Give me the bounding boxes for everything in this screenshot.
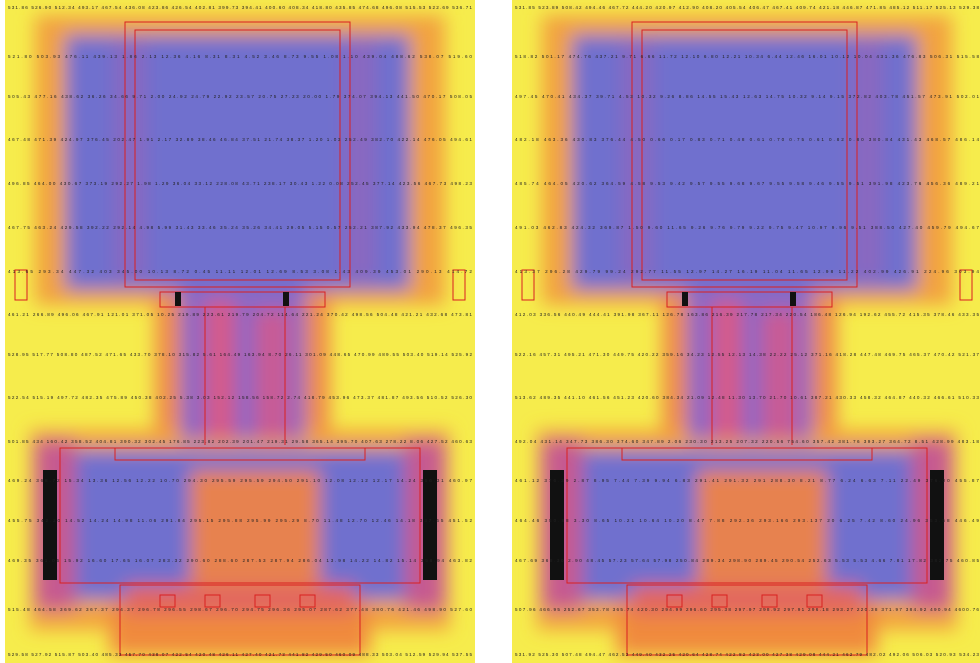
- reading-row: 412.03 336.56 440.49 444.41 391.98 367.1…: [515, 312, 979, 317]
- reading-row: 461.21 266.89 496.06 467.91 121.01 371.0…: [8, 312, 472, 317]
- reading-row: 505.43 477.16 438.62 36.26 34.66 9.71 2.…: [8, 94, 472, 99]
- reading-row: 522.16 457.31 495.21 471.30 449.75 420.2…: [515, 352, 979, 357]
- reading-row: 467.48 471.39 424.97 376.45 202.47 1.91 …: [8, 137, 472, 142]
- reading-row: 513.62 489.35 441.10 461.56 451.23 420.6…: [515, 395, 979, 400]
- reading-row: 469.35 361.06 15.92 16.60 17.65 16.07 28…: [8, 558, 472, 563]
- reading-row: 529.58 527.92 515.87 503.40 485.32 457.7…: [8, 652, 472, 657]
- reading-row: 467.75 463.24 429.58 392.22 292.14 4.98 …: [8, 225, 472, 230]
- reading-row: 522.54 515.19 497.72 482.35 475.89 450.3…: [8, 395, 472, 400]
- reading-row: 469.24 368.72 15.34 13.36 12.56 12.22 10…: [8, 478, 472, 483]
- reading-row: 518.82 501.17 474.76 437.21 9.71 6.66 11…: [515, 54, 979, 59]
- heatmap-right: [512, 0, 980, 663]
- reading-row: 531.86 526.90 512.34 493.17 467.54 436.0…: [8, 5, 472, 10]
- reading-row: 455.75 342.20 14.52 14.24 14.98 11.06 29…: [8, 518, 472, 523]
- heatmap-left: [5, 0, 475, 663]
- reading-row: 413.65 293.34 447.32 403 345.00 10.13 8.…: [8, 269, 472, 274]
- reading-row: 491.03 462.83 424.32 369.87 1.50 9.60 11…: [515, 225, 979, 230]
- reading-row: 531.92 525.30 507.48 494.47 462.52 449.4…: [515, 652, 979, 657]
- reading-row: 531.85 523.89 508.42 494.46 467.72 444.2…: [515, 5, 979, 10]
- screenshot: 531.86 526.90 512.34 493.17 467.54 436.0…: [0, 0, 980, 663]
